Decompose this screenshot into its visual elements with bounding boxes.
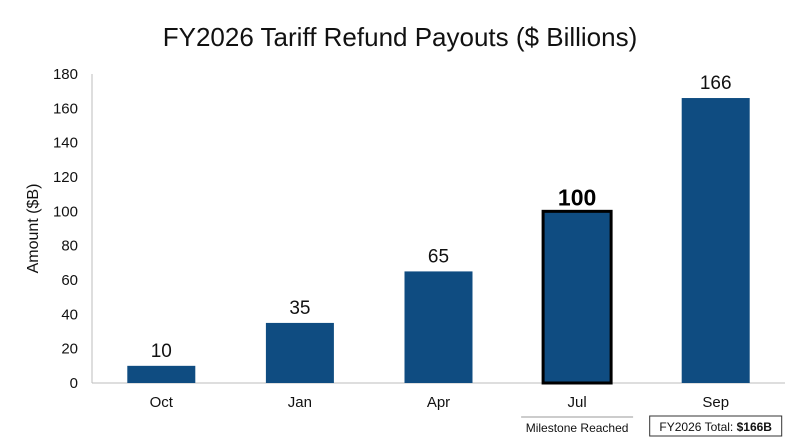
y-tick-label: 140: [53, 135, 78, 152]
bar-sep: [681, 98, 750, 384]
y-tick-label: 40: [61, 306, 78, 323]
data-label-sep: 166: [700, 73, 732, 94]
y-tick-label: 120: [53, 169, 78, 186]
y-tick-label: 160: [53, 100, 78, 117]
total-label: FY2026 Total: $166B: [659, 420, 772, 434]
y-tick-label: 0: [70, 375, 78, 392]
y-tick-label: 60: [61, 272, 78, 289]
y-axis-label: Amount ($B): [25, 184, 42, 274]
category-label-oct: Oct: [150, 394, 174, 411]
y-tick-label: 80: [61, 238, 78, 255]
data-label-apr: 65: [428, 246, 449, 267]
bar-oct: [127, 365, 196, 383]
y-tick-labels: 0 20 40 60 80 100 120 140 160 180: [53, 66, 78, 392]
category-label-sep: Sep: [702, 394, 729, 411]
y-tick-label: 100: [53, 203, 78, 220]
data-label-jul: 100: [558, 184, 596, 210]
bar-jan: [265, 322, 334, 383]
bar-jul: [541, 209, 613, 385]
milestone-annotation: Milestone Reached: [521, 416, 634, 435]
bar-apr: [404, 271, 473, 383]
data-label-jan: 35: [289, 298, 310, 319]
total-box-border: [649, 415, 783, 437]
milestone-label: Milestone Reached: [526, 421, 629, 435]
data-labels: 10 35 65 100 166: [151, 73, 732, 362]
y-tick-label: 20: [61, 341, 78, 358]
total-prefix: FY2026 Total:: [659, 420, 736, 434]
chart-title: FY2026 Tariff Refund Payouts ($ Billions…: [163, 22, 638, 52]
total-value: $166B: [737, 420, 773, 434]
category-label-jul: Jul: [568, 394, 587, 411]
category-label-apr: Apr: [427, 394, 450, 411]
bar-series: [127, 98, 750, 385]
y-tick-label: 180: [53, 66, 78, 83]
category-label-jan: Jan: [288, 394, 312, 411]
data-label-oct: 10: [151, 341, 172, 362]
total-box: FY2026 Total: $166B: [649, 415, 783, 437]
category-labels: Oct Jan Apr Jul Sep: [150, 394, 729, 411]
